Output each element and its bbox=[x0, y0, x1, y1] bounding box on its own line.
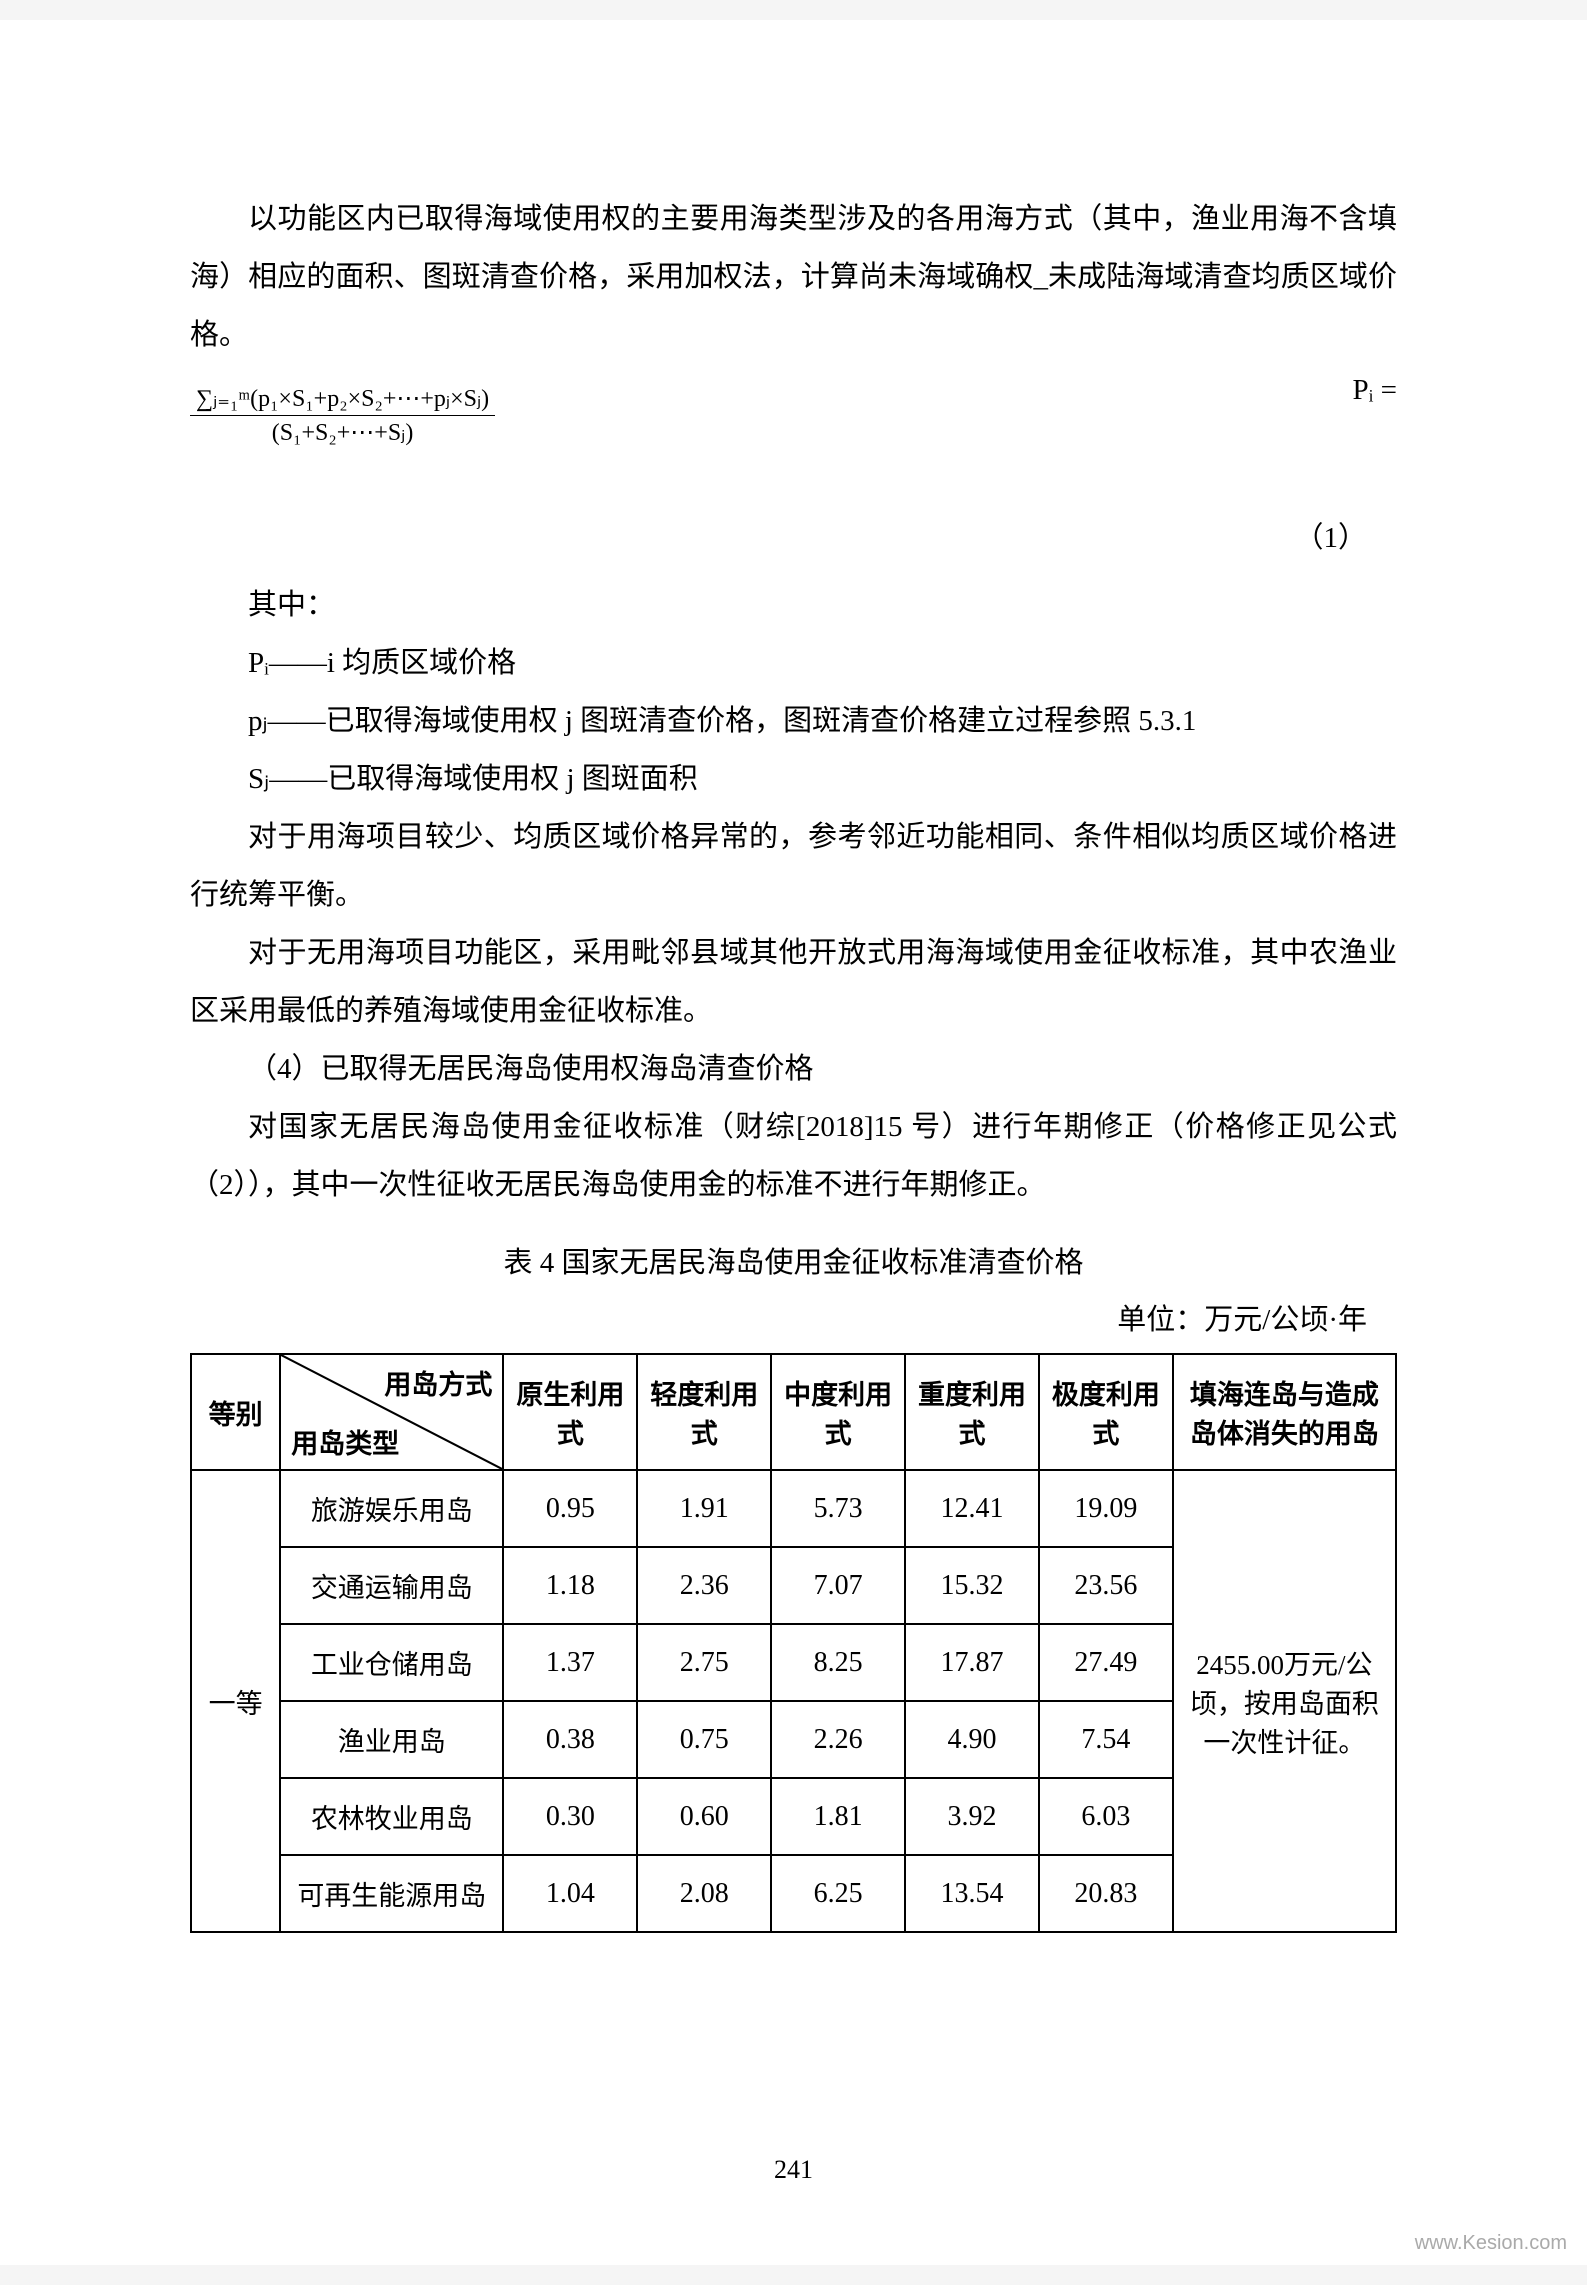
header-col4: 重度利用式 bbox=[905, 1354, 1039, 1470]
table-unit: 单位：万元/公顷·年 bbox=[190, 1296, 1367, 1338]
type-cell: 可再生能源用岛 bbox=[280, 1855, 503, 1932]
type-cell: 交通运输用岛 bbox=[280, 1547, 503, 1624]
header-col3: 中度利用式 bbox=[771, 1354, 905, 1470]
data-cell: 19.09 bbox=[1039, 1470, 1173, 1547]
table-row: 一等 旅游娱乐用岛 0.95 1.91 5.73 12.41 19.09 245… bbox=[191, 1470, 1396, 1547]
fraction-numerator: ∑ⱼ₌₁ᵐ(p₁×S₁+p₂×S₂+⋯+pⱼ×Sⱼ) bbox=[190, 384, 495, 416]
data-cell: 15.32 bbox=[905, 1547, 1039, 1624]
type-cell: 渔业用岛 bbox=[280, 1701, 503, 1778]
type-cell: 工业仓储用岛 bbox=[280, 1624, 503, 1701]
price-table: 等别 用岛方式 用岛类型 原生利用式 轻度利用式 中度利用式 重度利用式 极度利… bbox=[190, 1353, 1397, 1933]
document-page: 以功能区内已取得海域使用权的主要用海类型涉及的各用海方式（其中，渔业用海不含填海… bbox=[0, 20, 1587, 2265]
data-cell: 17.87 bbox=[905, 1624, 1039, 1701]
formula-block: Pᵢ = ∑ⱼ₌₁ᵐ(p₁×S₁+p₂×S₂+⋯+pⱼ×Sⱼ) (S₁+S₂+⋯… bbox=[190, 384, 1397, 504]
header-col2: 轻度利用式 bbox=[637, 1354, 771, 1470]
header-col1: 原生利用式 bbox=[503, 1354, 637, 1470]
fraction-denominator: (S₁+S₂+⋯+Sⱼ) bbox=[190, 416, 495, 447]
paragraph-1: 以功能区内已取得海域使用权的主要用海类型涉及的各用海方式（其中，渔业用海不含填海… bbox=[190, 190, 1397, 364]
data-cell: 23.56 bbox=[1039, 1547, 1173, 1624]
header-col5: 极度利用式 bbox=[1039, 1354, 1173, 1470]
data-cell: 6.03 bbox=[1039, 1778, 1173, 1855]
watermark: www.Kesion.com bbox=[1415, 2232, 1567, 2255]
data-cell: 1.04 bbox=[503, 1855, 637, 1932]
data-cell: 1.81 bbox=[771, 1778, 905, 1855]
table-caption: 表 4 国家无居民海岛使用金征收标准清查价格 bbox=[190, 1239, 1397, 1281]
paragraph-4: （4）已取得无居民海岛使用权海岛清查价格 bbox=[190, 1040, 1397, 1098]
table-header-row: 等别 用岛方式 用岛类型 原生利用式 轻度利用式 中度利用式 重度利用式 极度利… bbox=[191, 1354, 1396, 1470]
def-pj: pⱼ——已取得海域使用权 j 图斑清查价格，图斑清查价格建立过程参照 5.3.1 bbox=[248, 692, 1397, 750]
data-cell: 5.73 bbox=[771, 1470, 905, 1547]
header-level: 等别 bbox=[191, 1354, 280, 1470]
data-cell: 1.91 bbox=[637, 1470, 771, 1547]
diagonal-bottom: 用岛类型 bbox=[291, 1422, 399, 1461]
paragraph-3: 对于无用海项目功能区，采用毗邻县域其他开放式用海海域使用金征收标准，其中农渔业区… bbox=[190, 924, 1397, 1040]
where-label: 其中： bbox=[190, 576, 1397, 634]
data-cell: 1.18 bbox=[503, 1547, 637, 1624]
data-cell: 6.25 bbox=[771, 1855, 905, 1932]
def-pi: Pᵢ——i 均质区域价格 bbox=[248, 634, 1397, 692]
data-cell: 1.37 bbox=[503, 1624, 637, 1701]
data-cell: 13.54 bbox=[905, 1855, 1039, 1932]
type-cell: 农林牧业用岛 bbox=[280, 1778, 503, 1855]
data-cell: 2.75 bbox=[637, 1624, 771, 1701]
data-cell: 2.26 bbox=[771, 1701, 905, 1778]
data-cell: 0.95 bbox=[503, 1470, 637, 1547]
data-cell: 4.90 bbox=[905, 1701, 1039, 1778]
header-diagonal: 用岛方式 用岛类型 bbox=[280, 1354, 503, 1470]
table-body: 一等 旅游娱乐用岛 0.95 1.91 5.73 12.41 19.09 245… bbox=[191, 1470, 1396, 1932]
data-cell: 8.25 bbox=[771, 1624, 905, 1701]
page-number: 241 bbox=[0, 2155, 1587, 2185]
data-cell: 2.08 bbox=[637, 1855, 771, 1932]
data-cell: 12.41 bbox=[905, 1470, 1039, 1547]
formula-fraction: ∑ⱼ₌₁ᵐ(p₁×S₁+p₂×S₂+⋯+pⱼ×Sⱼ) (S₁+S₂+⋯+Sⱼ) bbox=[190, 384, 495, 447]
level-cell: 一等 bbox=[191, 1470, 280, 1932]
formula-lhs: Pᵢ = bbox=[1353, 374, 1397, 407]
paragraph-2: 对于用海项目较少、均质区域价格异常的，参考邻近功能相同、条件相似均质区域价格进行… bbox=[190, 808, 1397, 924]
type-cell: 旅游娱乐用岛 bbox=[280, 1470, 503, 1547]
data-cell: 2.36 bbox=[637, 1547, 771, 1624]
data-cell: 7.54 bbox=[1039, 1701, 1173, 1778]
data-cell: 0.60 bbox=[637, 1778, 771, 1855]
merged-col6: 2455.00万元/公顷，按用岛面积一次性计征。 bbox=[1173, 1470, 1396, 1932]
data-cell: 0.38 bbox=[503, 1701, 637, 1778]
data-cell: 3.92 bbox=[905, 1778, 1039, 1855]
paragraph-5: 对国家无居民海岛使用金征收标准（财综[2018]15 号）进行年期修正（价格修正… bbox=[190, 1098, 1397, 1214]
diagonal-top: 用岛方式 bbox=[384, 1363, 492, 1402]
def-sj: Sⱼ——已取得海域使用权 j 图斑面积 bbox=[248, 750, 1397, 808]
data-cell: 0.75 bbox=[637, 1701, 771, 1778]
data-cell: 20.83 bbox=[1039, 1855, 1173, 1932]
data-cell: 7.07 bbox=[771, 1547, 905, 1624]
data-cell: 0.30 bbox=[503, 1778, 637, 1855]
header-col6: 填海连岛与造成岛体消失的用岛 bbox=[1173, 1354, 1396, 1470]
equation-number: （1） bbox=[190, 514, 1367, 556]
data-cell: 27.49 bbox=[1039, 1624, 1173, 1701]
